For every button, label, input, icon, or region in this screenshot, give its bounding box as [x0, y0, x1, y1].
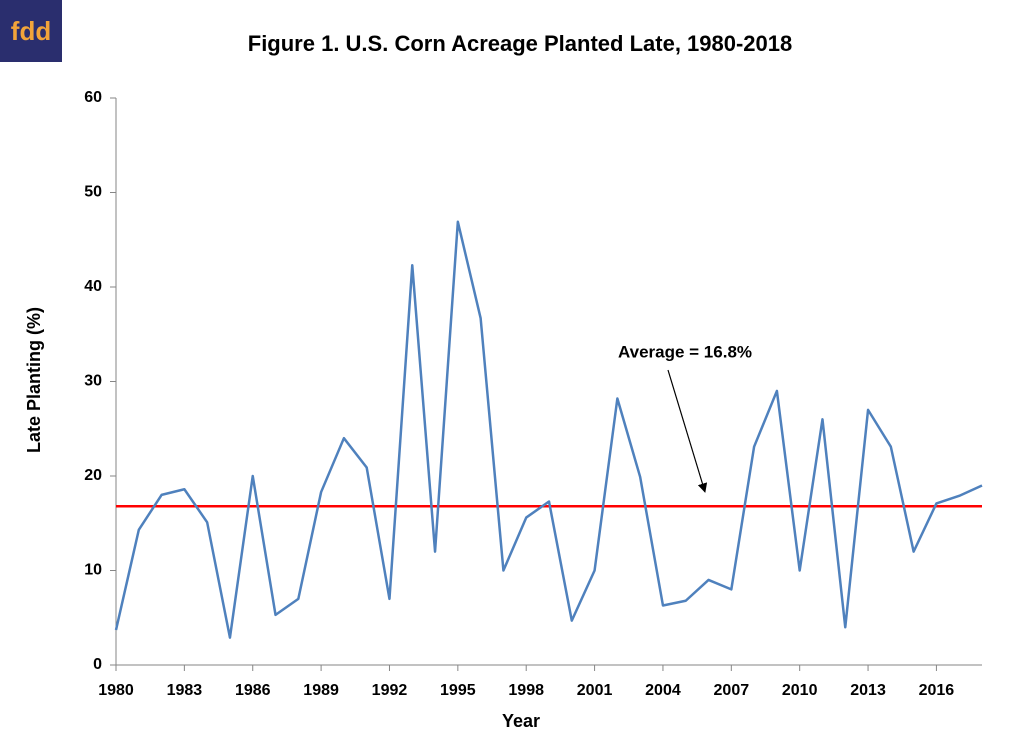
x-tick-label: 1998	[508, 682, 544, 699]
logo-box	[0, 0, 62, 62]
x-tick-label: 1989	[303, 682, 339, 699]
x-tick-label: 1992	[372, 682, 408, 699]
x-tick-label: 2004	[645, 682, 681, 699]
y-tick-label: 20	[84, 467, 102, 484]
y-tick-label: 0	[93, 656, 102, 673]
y-tick-label: 50	[84, 184, 102, 201]
x-tick-label: 2007	[714, 682, 750, 699]
y-axis-label: Late Planting (%)	[24, 307, 44, 453]
annotation-arrow	[667, 369, 708, 493]
y-tick-label: 60	[84, 89, 102, 106]
x-tick-label: 2016	[919, 682, 955, 699]
y-tick-label: 30	[84, 373, 102, 390]
x-tick-label: 1980	[98, 682, 134, 699]
x-tick-label: 2010	[782, 682, 818, 699]
chart-title: Figure 1. U.S. Corn Acreage Planted Late…	[248, 31, 793, 56]
logo: fdd	[11, 16, 51, 46]
y-tick-label: 10	[84, 562, 102, 579]
average-label: Average = 16.8%	[618, 342, 752, 361]
x-tick-label: 1995	[440, 682, 476, 699]
data-line	[114, 220, 983, 639]
x-tick-label: 1986	[235, 682, 271, 699]
x-axis-label: Year	[502, 711, 540, 731]
x-tick-label: 2001	[577, 682, 613, 699]
y-tick-label: 40	[84, 278, 102, 295]
x-tick-label: 1983	[167, 682, 203, 699]
x-tick-label: 2013	[850, 682, 886, 699]
